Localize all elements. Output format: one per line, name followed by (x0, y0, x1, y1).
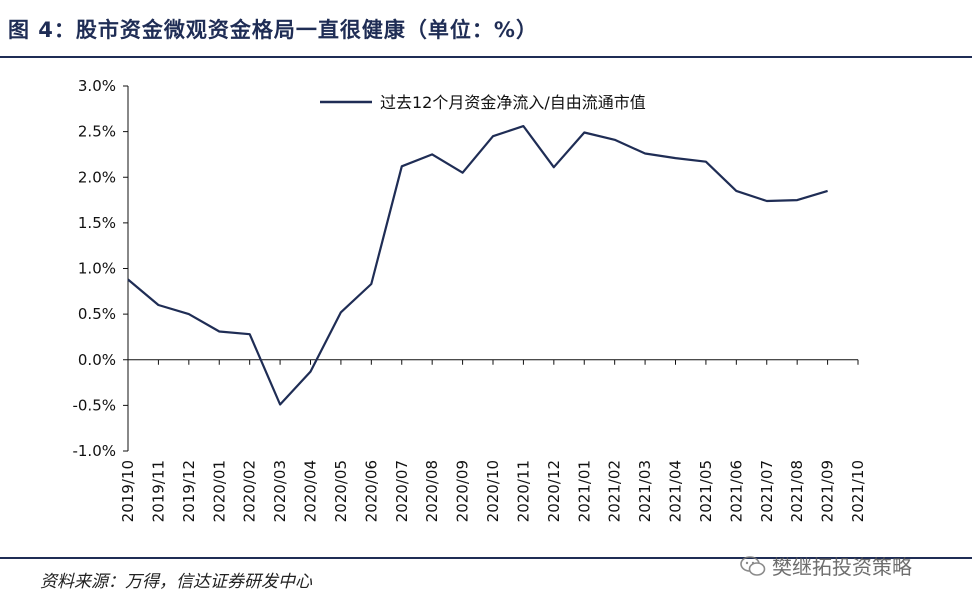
top-divider (0, 56, 972, 58)
y-tick-label: 2.0% (78, 168, 116, 186)
y-tick-label: 0.0% (78, 351, 116, 369)
x-tick-label: 2021/03 (636, 460, 654, 522)
source-note: 资料来源：万得，信达证券研发中心 (40, 572, 312, 592)
x-tick-label: 2021/02 (606, 460, 624, 522)
series-lines (127, 124, 828, 406)
watermark-text: 樊继拓投资策略 (772, 555, 912, 579)
x-tick-label: 2020/11 (514, 460, 532, 522)
x-tick-label: 2020/10 (484, 460, 502, 522)
x-tick-label: 2021/04 (667, 460, 685, 522)
watermark: 樊继拓投资策略 (740, 551, 912, 580)
x-tick-label: 2020/12 (545, 460, 563, 522)
x-tick-label: 2020/06 (362, 460, 380, 522)
x-tick-label: 2021/10 (849, 460, 867, 522)
x-tick-label: 2021/08 (788, 460, 806, 522)
x-tick-label: 2021/06 (727, 460, 745, 522)
x-tick-label: 2019/10 (119, 460, 137, 522)
y-tick-label: -0.5% (72, 396, 116, 414)
chart-title: 图 4：股市资金微观资金格局一直很健康（单位：%） (8, 18, 538, 42)
legend-label: 过去12个月资金净流入/自由流通市值 (380, 93, 646, 112)
x-tick-label: 2020/04 (302, 460, 320, 522)
x-tick-label: 2020/07 (393, 460, 411, 522)
x-axis-ticks: 2019/10 2019/11 2019/12 2020/01 2020/02 2020/… (119, 359, 867, 522)
y-tick-label: 2.5% (78, 123, 116, 141)
y-tick-label: 1.0% (78, 260, 116, 278)
x-tick-label: 2019/12 (180, 460, 198, 522)
x-tick-label: 2021/09 (819, 460, 837, 522)
wechat-icon (740, 555, 766, 576)
y-axis-ticks: 3.0% 2.5% 2.0% 1.5% 1.0% 0.5% 0.0% -0.5% -1.0% (72, 77, 128, 460)
legend: 过去12个月资金净流入/自由流通市值 (320, 93, 646, 112)
y-tick-label: 1.5% (78, 214, 116, 232)
y-tick-label: 3.0% (78, 77, 116, 95)
x-tick-label: 2020/09 (454, 460, 472, 522)
x-tick-label: 2019/11 (149, 460, 167, 522)
x-tick-label: 2021/07 (758, 460, 776, 522)
x-tick-label: 2020/08 (423, 460, 441, 522)
line-chart: 3.0% 2.5% 2.0% 1.5% 1.0% 0.5% 0.0% -0.5% -1.0% 2… (72, 77, 867, 522)
series-line (127, 124, 828, 406)
x-tick-label: 2021/01 (575, 460, 593, 522)
bottom-divider (0, 557, 972, 559)
x-tick-label: 2020/01 (210, 460, 228, 522)
x-tick-label: 2020/02 (241, 460, 259, 522)
x-tick-label: 2021/05 (697, 460, 715, 522)
x-tick-label: 2020/03 (271, 460, 289, 522)
y-tick-label: 0.5% (78, 305, 116, 323)
x-tick-label: 2020/05 (332, 460, 350, 522)
chart-axes (127, 86, 858, 451)
y-tick-label: -1.0% (72, 442, 116, 460)
